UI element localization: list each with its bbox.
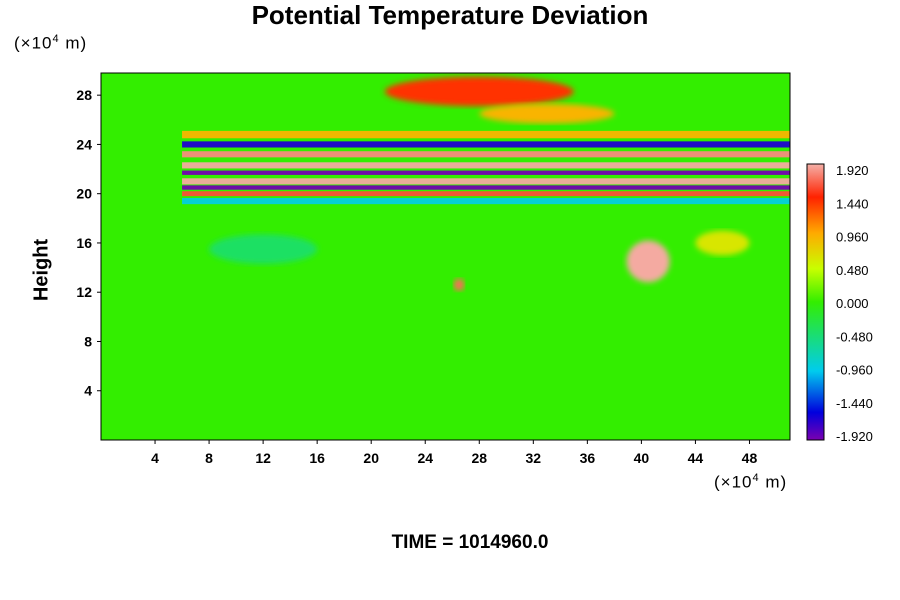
band-7: [182, 130, 790, 139]
blob-14: [209, 234, 318, 264]
blob-13: [695, 230, 750, 256]
colorbar: [806, 163, 825, 441]
x-tick-label-6: 28: [471, 450, 487, 466]
plot-background: [101, 73, 790, 440]
colorbar-label-0: 1.920: [836, 163, 869, 178]
x-tick-label-3: 16: [309, 450, 325, 466]
x-tick-label-4: 20: [363, 450, 379, 466]
y-axis-unit: (×104 m): [14, 33, 88, 53]
colorbar-label-1: 1.440: [836, 196, 869, 211]
blob-11: [626, 240, 670, 283]
colorbar-label-4: 0.000: [836, 296, 869, 311]
colorbar-label-6: -0.960: [836, 363, 873, 378]
colorbar-label-3: 0.480: [836, 263, 869, 278]
y-tick-label-0: 4: [84, 383, 92, 399]
y-tick-label-3: 16: [76, 235, 92, 251]
heatmap-features: [182, 76, 790, 291]
band-4: [182, 191, 790, 197]
y-tick-label-5: 24: [76, 136, 92, 152]
band-8: [182, 198, 790, 205]
x-tick-label-8: 36: [580, 450, 596, 466]
colorbar-labels: 1.920 1.440 0.960 0.480 0.000 -0.480 -0.960 -1.…: [836, 163, 873, 444]
band-2: [182, 178, 790, 185]
plot-frame: [100, 72, 791, 441]
blob-9: [384, 76, 574, 107]
x-axis-ticks: 4 8 12 16 20 24 28 32 36 40 44 48: [151, 440, 757, 466]
y-tick-label-6: 28: [76, 87, 92, 103]
x-tick-label-10: 44: [688, 450, 704, 466]
band-5: [182, 151, 790, 158]
y-tick-label-1: 8: [84, 333, 92, 349]
y-axis-ticks: 4 8 12 16 20 24 28: [76, 87, 101, 399]
x-tick-label-9: 40: [634, 450, 650, 466]
time-label: TIME = 1014960.0: [391, 532, 549, 553]
blob-10: [479, 103, 615, 124]
x-tick-label-0: 4: [151, 450, 159, 466]
y-tick-label-2: 12: [76, 284, 92, 300]
chart-title: Potential Temperature Deviation: [251, 0, 649, 30]
x-tick-label-7: 32: [526, 450, 542, 466]
colorbar-label-8: -1.920: [836, 429, 873, 444]
y-tick-label-4: 20: [76, 186, 92, 202]
colorbar-label-2: 0.960: [836, 230, 869, 245]
band-1: [182, 170, 790, 175]
x-axis-unit: (×104 m): [714, 472, 788, 492]
band-3: [182, 185, 790, 190]
colorbar-label-7: -1.440: [836, 396, 873, 411]
x-tick-label-11: 48: [742, 450, 758, 466]
blob-12: [453, 278, 465, 291]
x-tick-label-1: 8: [205, 450, 213, 466]
band-0: [182, 162, 790, 169]
x-tick-label-2: 12: [255, 450, 271, 466]
colorbar-label-5: -0.480: [836, 329, 873, 344]
band-6: [182, 141, 790, 148]
x-tick-label-5: 24: [417, 450, 433, 466]
